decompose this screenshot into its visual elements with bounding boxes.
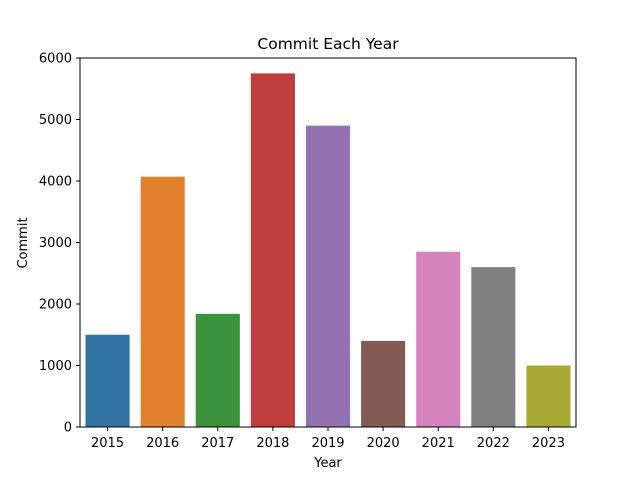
x-tick-label-2018: 2018 [256,436,289,451]
x-tick-label-2022: 2022 [477,436,510,451]
x-tick-label-2015: 2015 [91,436,124,451]
y-tick-label-5000: 5000 [39,113,72,128]
chart-title: Commit Each Year [257,35,399,53]
y-tick-label-2000: 2000 [39,298,72,313]
bar-2020 [361,340,406,427]
x-tick-label-2019: 2019 [311,436,344,451]
y-axis-title: Commit [16,217,31,268]
y-tick-label-6000: 6000 [39,52,72,67]
x-tick-label-2020: 2020 [367,436,400,451]
plot-frame [79,57,577,428]
x-tick-label-2016: 2016 [146,436,179,451]
y-tick-label-1000: 1000 [39,359,72,374]
bar-2019 [305,125,351,428]
x-tick-label-2023: 2023 [532,436,565,451]
y-tick-label-3000: 3000 [39,236,72,251]
y-axis: 0 1000 2000 3000 4000 5000 6000 [39,52,80,436]
y-tick-label-0: 0 [64,421,72,436]
x-tick-label-2021: 2021 [422,436,455,451]
bar-2022 [471,267,516,427]
y-tick-label-4000: 4000 [39,175,72,190]
bar-2018 [250,73,295,427]
x-axis-title: Year [313,456,342,471]
bar-2017 [195,313,240,427]
x-tick-label-2017: 2017 [201,436,234,451]
bar-2021 [416,251,461,427]
bars-group [85,73,571,428]
bar-2016 [140,176,185,427]
bar-2015 [85,334,130,427]
bar-2023 [526,365,571,427]
x-axis: 2015 2016 2017 2018 2019 2020 2021 2022 2023 [91,427,565,451]
